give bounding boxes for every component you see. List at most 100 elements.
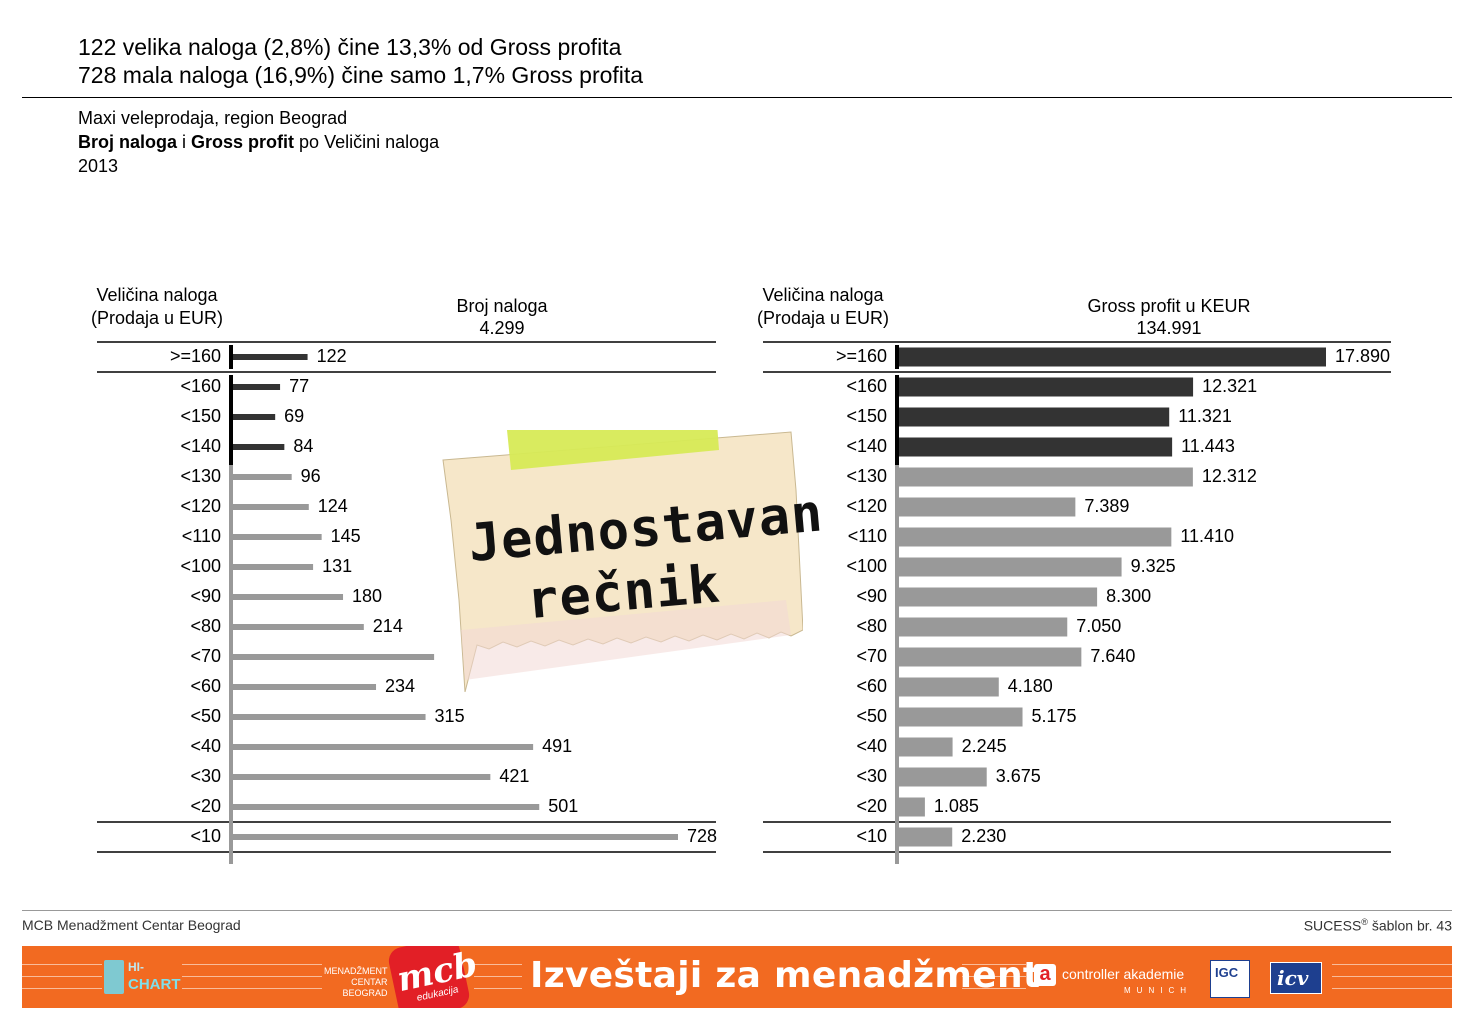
- bar: [233, 804, 540, 810]
- header-rule: [22, 97, 1452, 98]
- icv-logo-text: icv: [1277, 966, 1309, 990]
- value-label: 7.050: [1076, 616, 1121, 636]
- banner-stripe: [22, 964, 102, 965]
- banner-stripe: [182, 964, 322, 965]
- category-label: <100: [180, 556, 221, 576]
- bar: [233, 594, 344, 600]
- mcb-center-line-1: MENADŽMENT: [324, 966, 388, 976]
- banner-stripe: [1332, 976, 1452, 977]
- value-label: 728: [687, 826, 717, 846]
- bar: [899, 347, 1326, 367]
- banner-stripe: [962, 964, 1026, 965]
- banner-stripe: [474, 976, 522, 977]
- headline: 122 velika naloga (2,8%) čine 13,3% od G…: [78, 33, 643, 89]
- headline-line-1: 122 velika naloga (2,8%) čine 13,3% od G…: [78, 34, 622, 60]
- value-label: 122: [317, 346, 347, 366]
- bar: [899, 437, 1173, 457]
- value-label: 2.230: [961, 826, 1006, 846]
- category-label: <30: [856, 766, 887, 786]
- bar: [899, 617, 1068, 637]
- icv-logo: icv: [1270, 962, 1322, 994]
- bar: [899, 737, 953, 757]
- bar: [233, 474, 292, 480]
- value-label: 11.410: [1180, 526, 1234, 546]
- category-label: <20: [856, 796, 887, 816]
- value-label: 1.085: [934, 796, 979, 816]
- bar: [233, 354, 308, 360]
- controller-akademie-mark: a: [1034, 964, 1056, 986]
- footer-template-name: SUCESS: [1303, 917, 1362, 934]
- category-label: <130: [846, 466, 887, 486]
- footer-banner: HI- CHART MENADŽMENT CENTAR BEOGRAD mcb …: [22, 946, 1452, 1008]
- category-label: <40: [190, 736, 221, 756]
- axis-segment-light: [229, 465, 233, 864]
- value-label: 5.175: [1032, 706, 1077, 726]
- value-label: 11.321: [1178, 406, 1232, 426]
- value-label: 69: [284, 406, 304, 426]
- chart-total: 134.991: [1136, 318, 1201, 338]
- category-label: <110: [182, 526, 221, 546]
- bar: [233, 534, 322, 540]
- hichart-logo: HI- CHART: [104, 960, 181, 996]
- axis-segment-light: [895, 465, 899, 864]
- category-label: <150: [846, 406, 887, 426]
- value-label: 315: [435, 706, 465, 726]
- axis-segment-dark: [895, 345, 899, 369]
- bar: [899, 827, 953, 847]
- category-label: <160: [180, 376, 221, 396]
- category-label: <70: [856, 646, 887, 666]
- bar: [899, 647, 1082, 667]
- bar: [899, 707, 1023, 727]
- subheader-bold-1: Broj naloga: [78, 132, 178, 152]
- bar: [899, 797, 925, 817]
- bar: [233, 684, 377, 690]
- subheader-line-3: 2013: [78, 156, 119, 176]
- chart-title: Gross profit u KEUR: [1087, 296, 1250, 316]
- bar: [899, 527, 1172, 547]
- category-header: Veličina naloga: [96, 285, 218, 305]
- category-label: <90: [190, 586, 221, 606]
- axis-segment-dark: [229, 345, 233, 369]
- value-label: 501: [548, 796, 578, 816]
- subheader-rest: po Veličini naloga: [294, 132, 440, 152]
- value-label: 180: [352, 586, 382, 606]
- hichart-bottom-text: CHART: [128, 976, 181, 993]
- banner-stripe: [182, 976, 322, 977]
- footer-template-number: šablon br. 43: [1367, 917, 1452, 934]
- banner-title: Izveštaji za menadžment: [530, 955, 1041, 996]
- category-label: <160: [846, 376, 887, 396]
- footer-company: MCB Menadžment Centar Beograd: [22, 917, 241, 933]
- subheader-mid: i: [177, 132, 192, 152]
- category-label: <150: [180, 406, 221, 426]
- bar: [233, 414, 276, 420]
- bar: [233, 744, 534, 750]
- value-label: 77: [289, 376, 309, 396]
- category-label: <110: [848, 526, 887, 546]
- banner-stripe: [962, 976, 1026, 977]
- note-paper: [442, 430, 803, 692]
- bar: [899, 377, 1194, 397]
- sticky-note: Jednostavan rečnik: [441, 430, 826, 692]
- hichart-top-text: HI-: [128, 960, 144, 974]
- value-label: 9.325: [1131, 556, 1176, 576]
- category-label: <140: [846, 436, 887, 456]
- category-label: <10: [190, 826, 221, 846]
- category-label: <120: [846, 496, 887, 516]
- banner-stripe: [962, 988, 1026, 989]
- value-label: 3.675: [996, 766, 1041, 786]
- value-label: 2.245: [962, 736, 1007, 756]
- bar: [233, 444, 285, 450]
- category-label: <20: [190, 796, 221, 816]
- controller-akademie-sub: MUNICH: [1124, 986, 1192, 995]
- bar: [233, 504, 309, 510]
- controller-akademie-logo: a controller akademie MUNICH: [1034, 960, 1194, 996]
- value-label: 8.300: [1106, 586, 1151, 606]
- axis-segment-dark: [895, 375, 899, 465]
- category-header: Veličina naloga: [762, 285, 884, 305]
- value-label: 7.640: [1090, 646, 1135, 666]
- category-header: (Prodaja u EUR): [757, 308, 889, 328]
- bar-charts: Veličina naloga (Prodaja u EUR) Broj nalog…: [91, 285, 1391, 864]
- value-label: 491: [542, 736, 572, 756]
- banner-stripe: [1332, 988, 1452, 989]
- subheader-line-1: Maxi veleprodaja, region Beograd: [78, 108, 348, 128]
